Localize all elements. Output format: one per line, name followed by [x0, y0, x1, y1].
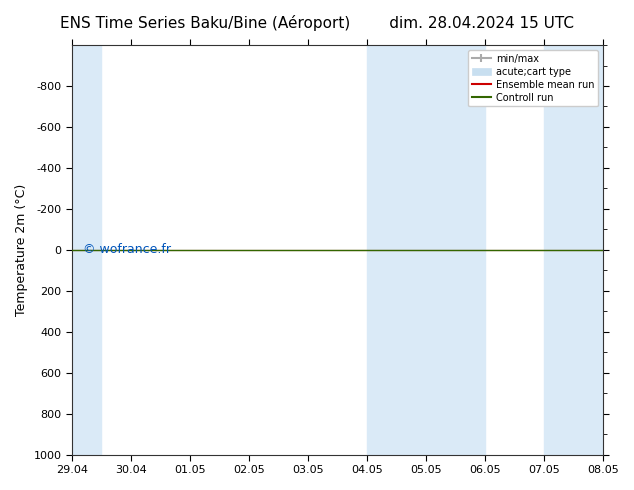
Bar: [72, 45, 101, 455]
Legend: min/max, acute;cart type, Ensemble mean run, Controll run: min/max, acute;cart type, Ensemble mean …: [468, 50, 598, 106]
Y-axis label: Temperature 2m (°C): Temperature 2m (°C): [15, 184, 28, 316]
Text: ENS Time Series Baku/Bine (Aéroport)        dim. 28.04.2024 15 UTC: ENS Time Series Baku/Bine (Aéroport) dim…: [60, 15, 574, 31]
Text: © wofrance.fr: © wofrance.fr: [82, 244, 171, 256]
Bar: [544, 45, 603, 455]
Bar: [367, 45, 485, 455]
